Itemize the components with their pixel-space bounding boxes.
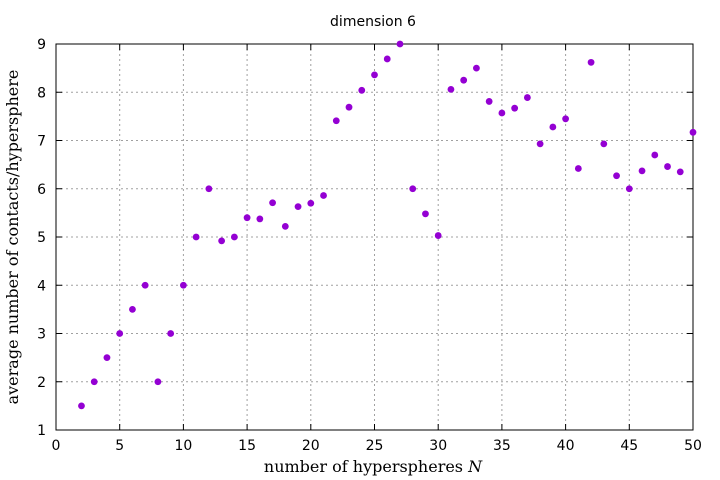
data-point [562,115,569,123]
chart-title: dimension 6 [330,14,416,30]
x-axis-label: number of hyperspheres N [264,457,483,476]
data-point [294,203,302,211]
data-point [103,354,111,362]
data-point [332,117,340,125]
data-point [205,185,213,193]
y-tick-label: 7 [37,134,46,150]
data-point [676,168,684,176]
y-tick-label: 2 [37,375,46,391]
x-tick-label: 0 [52,438,61,454]
x-axis-label-text: number of hyperspheres [264,457,468,476]
data-point [638,167,646,175]
y-tick-label: 1 [37,423,46,439]
x-tick-label: 30 [429,438,447,454]
data-point [243,214,251,222]
data-point [358,86,366,94]
data-point [625,185,633,193]
data-point [116,330,124,337]
data-point [180,281,187,289]
x-tick-label: 10 [174,438,192,454]
data-point [281,222,289,230]
y-axis-label: average number of contacts/hypersphere [3,70,22,405]
data-point [154,378,162,386]
data-point [230,233,238,241]
data-point [536,140,544,148]
data-point [90,378,98,386]
data-point [383,55,391,63]
data-point [511,104,519,112]
y-tick-label: 3 [37,327,46,343]
y-tick-label: 5 [37,230,46,246]
data-point [664,163,671,170]
data-point [256,215,264,223]
data-point [218,237,226,245]
data-point [409,185,417,193]
x-tick-label: 35 [493,438,511,454]
x-tick-labels: 0 5 10 15 20 25 30 35 40 45 50 [52,438,702,454]
data-point [307,199,315,207]
data-point [422,210,429,218]
data-point [498,109,506,117]
y-tick-labels: 1 2 3 4 5 6 7 8 9 [37,37,46,439]
data-point [473,64,480,72]
data-point [167,330,175,337]
data-point [447,85,455,93]
y-tick-label: 4 [37,278,46,294]
y-tick-label: 9 [37,37,46,53]
data-point [269,199,276,207]
data-point [613,172,620,180]
data-point [523,94,531,101]
data-point [434,232,442,239]
data-point [485,98,493,105]
x-tick-label: 15 [238,438,256,454]
x-tick-label: 20 [302,438,320,454]
data-point [460,76,468,84]
data-point [689,128,697,136]
x-tick-label: 40 [557,438,575,454]
data-point [651,151,659,159]
data-point [396,40,404,48]
data-point [549,123,557,131]
data-point [600,140,608,148]
plot-frame [55,43,694,431]
data-point [574,165,582,172]
data-point [587,58,595,66]
data-point [192,233,200,241]
x-axis-label-var: N [467,457,483,476]
data-point [141,281,149,289]
grid [56,44,693,430]
x-tick-label: 5 [115,438,124,454]
x-tick-label: 45 [620,438,638,454]
data-point [345,103,353,111]
x-tick-label: 25 [366,438,384,454]
y-tick-label: 6 [37,182,46,198]
y-tick-label: 8 [37,85,46,101]
data-point [371,71,378,79]
data-point [78,402,85,410]
data-point [129,305,136,313]
data-points [78,40,697,410]
data-point [320,192,327,199]
x-tick-label: 50 [684,438,702,454]
